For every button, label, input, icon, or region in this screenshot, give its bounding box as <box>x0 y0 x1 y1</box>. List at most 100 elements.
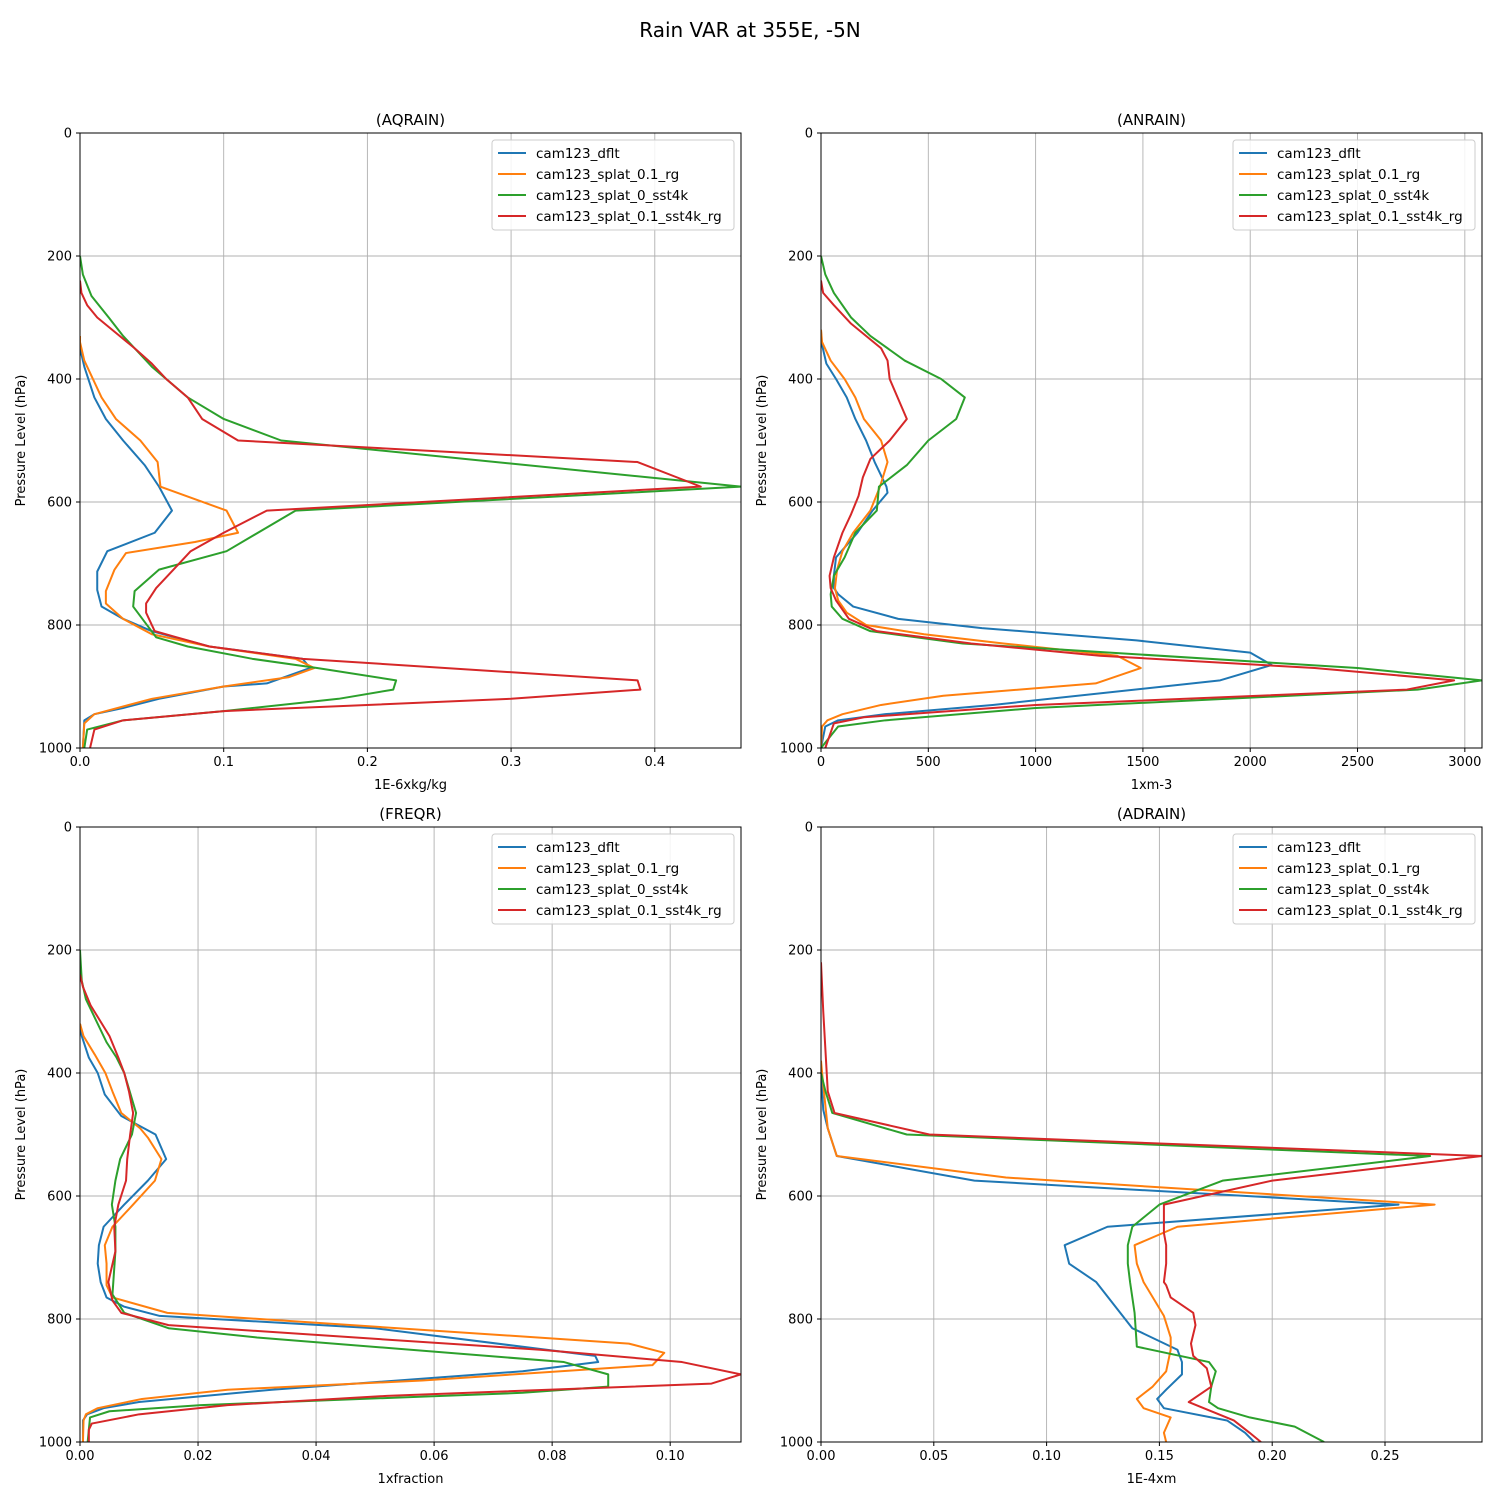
panel-title: (FREQR) <box>379 805 441 823</box>
series-line-cam123_splat_0_sst4k <box>821 1072 1432 1442</box>
series-line-cam123_splat_0.1_sst4k_rg <box>80 974 741 1442</box>
x-axis-label: 1E-4xm <box>1127 1472 1177 1487</box>
figure-title: Rain VAR at 355E, -5N <box>639 18 861 42</box>
y-tick-label: 400 <box>47 373 72 388</box>
panel-1: 0.0 0.1 0.2 0.3 0.4 0 200 400 600 800 1000 (AQRAIN)… <box>14 111 742 793</box>
series-line-cam123_dflt <box>80 1023 600 1442</box>
legend-label: cam123_dflt <box>1277 146 1361 162</box>
y-axis-label: Pressure Level (hPa) <box>755 375 770 507</box>
panel-2: 0 500 1000 1500 2000 2500 3000 0 200 400 600 800 100… <box>755 111 1483 793</box>
y-tick-label: 800 <box>47 1313 72 1328</box>
series-line-cam123_splat_0_sst4k <box>821 255 1482 748</box>
legend-label: cam123_splat_0_sst4k <box>1277 188 1429 204</box>
y-tick-label: 1000 <box>39 1436 72 1451</box>
series-line-cam123_splat_0.1_sst4k_rg <box>821 280 1456 748</box>
x-tick-label: 0.04 <box>302 1449 331 1464</box>
legend-box <box>491 139 735 231</box>
x-tick-label: 500 <box>916 755 941 770</box>
plot-frame <box>79 826 742 1443</box>
y-tick-label: 600 <box>788 1190 813 1205</box>
x-tick-label: 2000 <box>1234 755 1267 770</box>
x-axis-label: 1E-6xkg/kg <box>374 778 447 793</box>
x-axis-label: 1xfraction <box>378 1472 444 1487</box>
series-line-cam123_splat_0.1_rg <box>80 1023 666 1442</box>
y-axis-label: Pressure Level (hPa) <box>755 1069 770 1201</box>
y-tick-label: 200 <box>788 250 813 265</box>
y-tick-label: 0 <box>64 821 72 836</box>
y-tick-label: 200 <box>47 250 72 265</box>
y-tick-label: 200 <box>47 944 72 959</box>
legend: cam123_dflt cam123_splat_0.1_rg cam123_spl… <box>491 139 735 231</box>
y-tick-label: 1000 <box>780 1436 813 1451</box>
panel-title: (AQRAIN) <box>376 111 445 129</box>
x-tick-label: 0.20 <box>1258 1449 1287 1464</box>
y-tick-label: 0 <box>64 127 72 142</box>
legend-label: cam123_splat_0_sst4k <box>536 188 688 204</box>
y-axis-label: Pressure Level (hPa) <box>14 375 29 507</box>
x-tick-label: 0 <box>817 755 825 770</box>
x-tick-label: 0.4 <box>644 755 665 770</box>
y-tick-label: 600 <box>47 1190 72 1205</box>
x-tick-label: 0.15 <box>1145 1449 1174 1464</box>
y-tick-label: 1000 <box>39 742 72 757</box>
plot-frame <box>820 826 1483 1443</box>
series-line-cam123_splat_0.1_rg <box>80 335 316 748</box>
legend-label: cam123_splat_0.1_rg <box>1277 861 1420 877</box>
x-tick-label: 0.02 <box>184 1449 213 1464</box>
panel-3: 0.00 0.02 0.04 0.06 0.08 0.10 0 200 400 600 800 100… <box>14 805 742 1487</box>
legend-label: cam123_dflt <box>1277 840 1361 856</box>
series-line-cam123_dflt <box>821 1072 1400 1442</box>
y-tick-label: 600 <box>47 496 72 511</box>
legend-label: cam123_splat_0_sst4k <box>1277 882 1429 898</box>
y-tick-label: 0 <box>805 821 813 836</box>
panel-4: 0.00 0.05 0.10 0.15 0.20 0.25 0 200 400 600 800 100… <box>755 805 1483 1487</box>
series-line-cam123_splat_0.1_sst4k_rg <box>821 962 1482 1442</box>
x-tick-label: 3000 <box>1448 755 1481 770</box>
y-tick-label: 600 <box>788 496 813 511</box>
legend-box <box>491 833 735 925</box>
series-line-cam123_splat_0.1_sst4k_rg <box>80 280 702 748</box>
x-tick-label: 0.06 <box>420 1449 449 1464</box>
x-axis-label: 1xm-3 <box>1131 778 1173 793</box>
x-tick-label: 0.2 <box>357 755 378 770</box>
x-tick-label: 0.08 <box>538 1449 567 1464</box>
legend-label: cam123_splat_0.1_rg <box>536 167 679 183</box>
x-tick-label: 0.0 <box>70 755 91 770</box>
legend-label: cam123_splat_0.1_rg <box>1277 167 1420 183</box>
x-tick-label: 1500 <box>1126 755 1159 770</box>
y-axis-label: Pressure Level (hPa) <box>14 1069 29 1201</box>
legend-box <box>1232 833 1476 925</box>
series-line-cam123_dflt <box>821 329 1273 748</box>
y-tick-label: 800 <box>47 619 72 634</box>
legend-label: cam123_splat_0_sst4k <box>536 882 688 898</box>
x-tick-label: 0.1 <box>213 755 234 770</box>
panel-title: (ADRAIN) <box>1117 805 1186 823</box>
series-line-cam123_dflt <box>80 342 311 748</box>
legend-label: cam123_dflt <box>536 146 620 162</box>
y-tick-label: 400 <box>788 373 813 388</box>
y-tick-label: 0 <box>805 127 813 142</box>
legend: cam123_dflt cam123_splat_0.1_rg cam123_spl… <box>1232 833 1476 925</box>
x-tick-label: 0.00 <box>807 1449 836 1464</box>
plot-frame <box>820 132 1483 749</box>
legend-label: cam123_splat_0.1_sst4k_rg <box>1277 903 1463 919</box>
x-tick-label: 0.05 <box>919 1449 948 1464</box>
y-tick-label: 400 <box>788 1067 813 1082</box>
legend-label: cam123_splat_0.1_sst4k_rg <box>536 209 722 225</box>
series-line-cam123_splat_0.1_rg <box>821 329 1142 748</box>
x-tick-label: 2500 <box>1341 755 1374 770</box>
x-tick-label: 0.10 <box>656 1449 685 1464</box>
y-tick-label: 1000 <box>780 742 813 757</box>
y-tick-label: 200 <box>788 944 813 959</box>
legend-label: cam123_splat_0.1_rg <box>536 861 679 877</box>
legend-label: cam123_splat_0.1_sst4k_rg <box>1277 209 1463 225</box>
plot-frame <box>79 132 742 749</box>
legend-label: cam123_splat_0.1_sst4k_rg <box>536 903 722 919</box>
legend: cam123_dflt cam123_splat_0.1_rg cam123_spl… <box>491 833 735 925</box>
x-tick-label: 0.25 <box>1371 1449 1400 1464</box>
y-tick-label: 800 <box>788 619 813 634</box>
x-tick-label: 0.00 <box>66 1449 95 1464</box>
x-tick-label: 0.10 <box>1032 1449 1061 1464</box>
x-tick-label: 1000 <box>1019 755 1052 770</box>
